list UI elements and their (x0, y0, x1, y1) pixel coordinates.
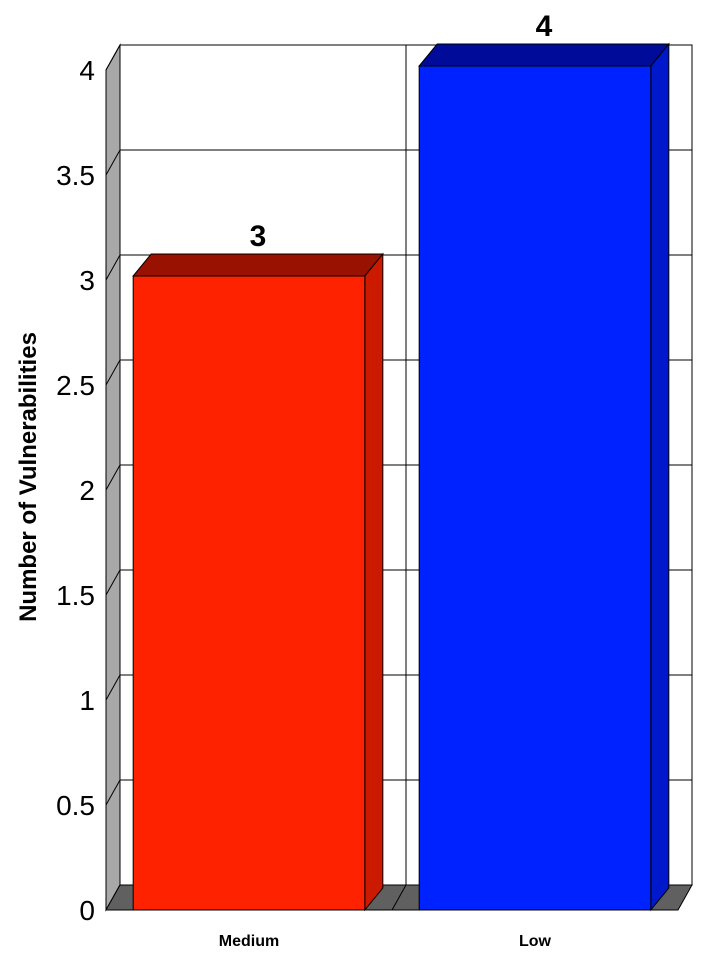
category-label-medium: Medium (219, 933, 279, 950)
y-axis-title: Number of Vulnerabilities (15, 332, 42, 622)
side-gridline (105, 44, 121, 71)
y-tick-label: 0 (79, 895, 95, 926)
y-tick-label: 3 (79, 265, 95, 296)
y-tick-label: 0.5 (56, 790, 95, 821)
side-gridline (105, 149, 121, 176)
bar-top-low (418, 43, 670, 67)
side-gridline (105, 674, 121, 701)
y-tick-label: 4 (79, 55, 95, 86)
side-gridline (105, 569, 121, 596)
side-gridline (105, 464, 121, 491)
y-tick-label: 1 (79, 685, 95, 716)
bar-medium (132, 275, 366, 911)
y-tick-label: 2.5 (56, 370, 95, 401)
category-label-low: Low (519, 933, 552, 950)
side-gridline (105, 779, 121, 806)
bar-low (418, 65, 652, 911)
y-tick-label: 2 (79, 475, 95, 506)
bar-side-low (650, 42, 670, 912)
y-tick-label: 1.5 (56, 580, 95, 611)
floor-divider (391, 884, 407, 911)
bar-side-medium (364, 252, 384, 912)
data-labels: 34 (250, 10, 553, 253)
side-gridline (105, 359, 121, 386)
x-axis-categories: Medium Low (219, 933, 552, 950)
side-gridline (105, 254, 121, 281)
y-axis-ticks: 0 0.5 1 1.5 2 2.5 3 3.5 4 (56, 55, 95, 926)
y-tick-label: 3.5 (56, 160, 95, 191)
data-label-medium: 3 (250, 220, 267, 253)
bars (132, 42, 670, 912)
data-label-low: 4 (536, 10, 553, 43)
bar-top-medium (132, 253, 384, 277)
